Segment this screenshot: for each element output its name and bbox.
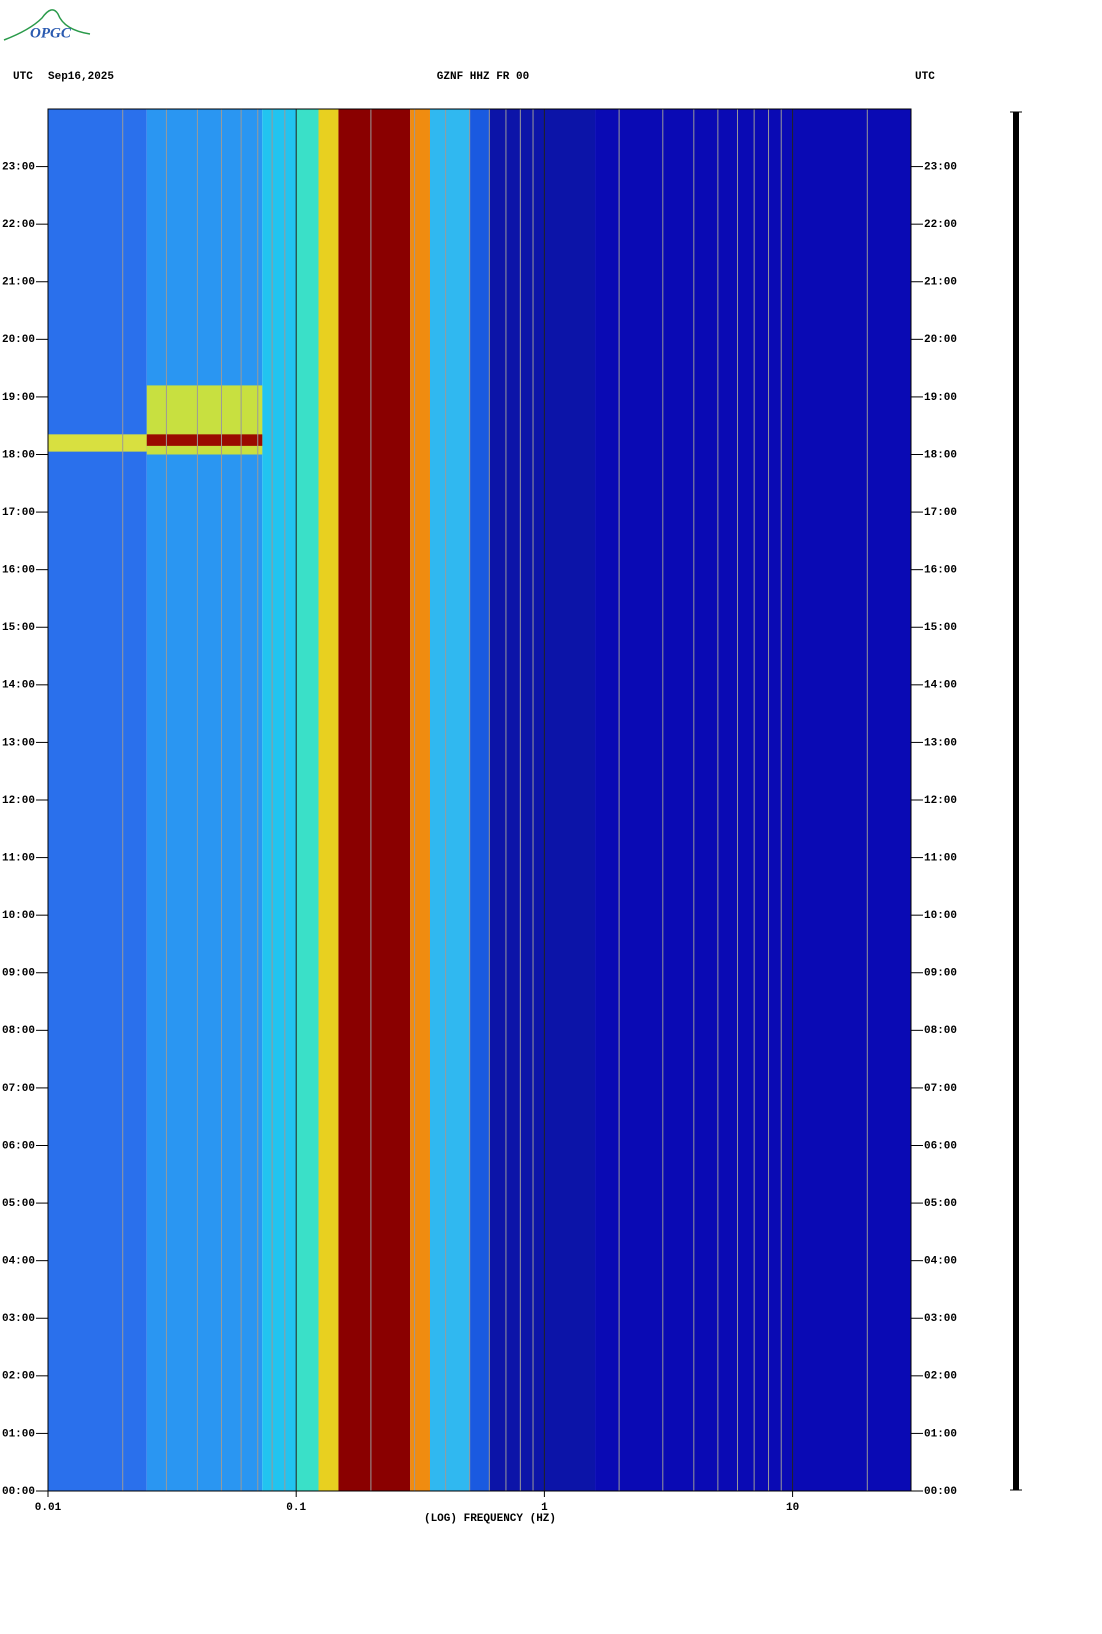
y-tick-label: 21:00 — [2, 277, 35, 289]
y-tick-label: 08:00 — [2, 1025, 35, 1037]
y-tick-label: 21:00 — [924, 277, 957, 289]
y-tick-label: 18:00 — [924, 449, 957, 461]
spectral-band — [146, 109, 263, 1491]
y-tick-label: 23:00 — [2, 161, 35, 173]
y-tick-label: 14:00 — [2, 680, 35, 692]
spectral-band — [48, 109, 147, 1491]
y-tick-label: 06:00 — [924, 1140, 957, 1152]
y-tick-label: 07:00 — [924, 1083, 957, 1095]
y-tick-label: 20:00 — [2, 334, 35, 346]
x-tick-label: 0.01 — [35, 1502, 62, 1514]
chart-title: GZNF HHZ FR 00 — [437, 71, 529, 83]
spectral-band — [410, 109, 430, 1491]
y-tick-label: 10:00 — [924, 910, 957, 922]
y-tick-label: 02:00 — [2, 1371, 35, 1383]
y-tick-label: 03:00 — [2, 1313, 35, 1325]
y-tick-label: 19:00 — [924, 392, 957, 404]
spectral-band — [296, 109, 319, 1491]
y-tick-label: 11:00 — [924, 852, 957, 864]
y-tick-label: 14:00 — [924, 680, 957, 692]
x-tick-label: 0.1 — [286, 1502, 306, 1514]
y-tick-label: 12:00 — [2, 795, 35, 807]
header-zone: UTC — [915, 71, 935, 83]
y-tick-label: 09:00 — [2, 968, 35, 980]
y-tick-label: 17:00 — [2, 507, 35, 519]
plot-frame — [47, 108, 912, 1492]
spectral-band — [489, 109, 596, 1491]
header-zone: UTC — [13, 71, 33, 83]
y-tick-label: 19:00 — [2, 392, 35, 404]
y-tick-label: 22:00 — [924, 219, 957, 231]
y-tick-label: 16:00 — [924, 565, 957, 577]
x-tick-label: 10 — [786, 1502, 799, 1514]
y-tick-label: 01:00 — [924, 1428, 957, 1440]
y-tick-label: 07:00 — [2, 1083, 35, 1095]
event-patch — [146, 434, 263, 446]
header-date: Sep16,2025 — [48, 71, 114, 83]
y-tick-label: 22:00 — [2, 219, 35, 231]
y-tick-label: 18:00 — [2, 449, 35, 461]
y-tick-label: 00:00 — [2, 1486, 35, 1498]
y-tick-label: 01:00 — [2, 1428, 35, 1440]
y-tick-label: 12:00 — [924, 795, 957, 807]
y-tick-label: 13:00 — [924, 737, 957, 749]
spectral-band — [469, 109, 490, 1491]
y-tick-label: 05:00 — [924, 1198, 957, 1210]
y-tick-label: 15:00 — [924, 622, 957, 634]
logo-curve — [3, 9, 91, 41]
y-tick-label: 15:00 — [2, 622, 35, 634]
logo: OPGC — [30, 25, 72, 41]
y-tick-label: 02:00 — [924, 1371, 957, 1383]
y-tick-label: 03:00 — [924, 1313, 957, 1325]
spectral-band — [595, 109, 911, 1491]
spectral-band — [262, 109, 297, 1491]
spectral-band — [429, 109, 470, 1491]
y-tick-label: 04:00 — [2, 1256, 35, 1268]
x-tick-label: 1 — [541, 1502, 548, 1514]
spectral-band — [338, 109, 411, 1491]
y-tick-label: 23:00 — [924, 161, 957, 173]
y-tick-label: 13:00 — [2, 737, 35, 749]
y-tick-label: 20:00 — [924, 334, 957, 346]
x-axis-label: (LOG) FREQUENCY (HZ) — [424, 1513, 556, 1525]
y-tick-label: 06:00 — [2, 1140, 35, 1152]
y-tick-label: 17:00 — [924, 507, 957, 519]
event-patch — [48, 434, 147, 452]
y-tick-label: 11:00 — [2, 852, 35, 864]
y-tick-label: 10:00 — [2, 910, 35, 922]
y-tick-label: 09:00 — [924, 968, 957, 980]
y-tick-label: 04:00 — [924, 1256, 957, 1268]
y-tick-label: 16:00 — [2, 565, 35, 577]
y-tick-label: 00:00 — [924, 1486, 957, 1498]
y-tick-label: 05:00 — [2, 1198, 35, 1210]
spectral-band — [318, 109, 339, 1491]
y-tick-label: 08:00 — [924, 1025, 957, 1037]
